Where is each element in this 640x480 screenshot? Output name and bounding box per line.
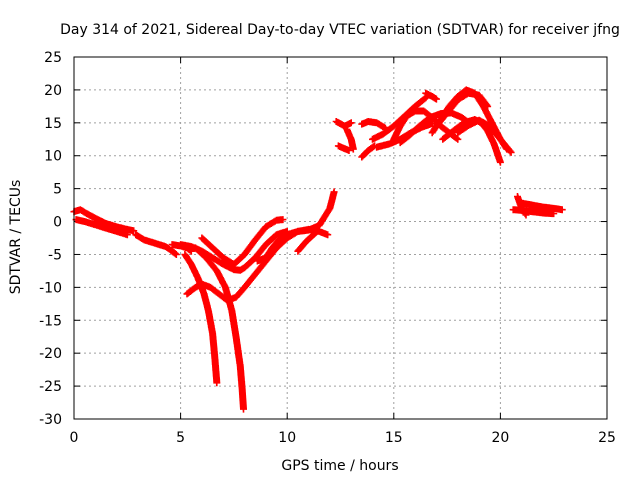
- x-tick-label: 0: [70, 430, 79, 446]
- x-tick-label: 25: [598, 430, 616, 446]
- y-tick-label: -30: [39, 412, 62, 428]
- y-tick-label: 5: [53, 182, 62, 198]
- data-series-arc-11: [294, 227, 321, 255]
- x-tick-labels: 0 5 10 15 20 25: [70, 430, 616, 446]
- y-tick-label: -10: [39, 280, 62, 296]
- y-tick-label: 25: [44, 50, 62, 66]
- y-tick-label: -20: [39, 346, 62, 362]
- y-tick-label: -25: [39, 379, 62, 395]
- y-tick-label: -15: [39, 313, 62, 329]
- data-series-arc-2: [72, 216, 131, 239]
- data-series-arc-14: [343, 125, 357, 153]
- y-tick-label: 0: [53, 215, 62, 231]
- grid-lines: [74, 57, 607, 419]
- y-tick-labels: -30 -25 -20 -15 -10 -5 0 5 10 15 20 25: [39, 50, 62, 428]
- data-series-arc-25: [454, 116, 515, 156]
- y-tick-label: 10: [44, 149, 62, 165]
- x-axis-label: GPS time / hours: [281, 458, 398, 474]
- data-series-arc-7: [181, 251, 221, 387]
- x-tick-label: 10: [278, 430, 296, 446]
- data-series-arc-16: [358, 118, 389, 132]
- y-tick-label: -5: [48, 247, 62, 263]
- chart-title: Day 314 of 2021, Sidereal Day-to-day VTE…: [60, 22, 620, 38]
- plot-frame: [73, 56, 608, 420]
- x-tick-label: 20: [491, 430, 509, 446]
- data-series-arc-21: [422, 89, 440, 103]
- data-series-arc-9: [198, 216, 287, 268]
- y-tick-label: 20: [44, 83, 62, 99]
- data-points: [70, 86, 566, 413]
- y-axis-label: SDTVAR / TECUs: [8, 180, 24, 295]
- data-series-arc-23: [432, 89, 492, 130]
- data-series-arc-13: [334, 142, 353, 154]
- axis-ticks: [73, 56, 608, 420]
- data-series-arc-28: [509, 206, 558, 218]
- x-tick-label: 15: [385, 430, 403, 446]
- data-series-arc-27: [518, 199, 566, 214]
- y-tick-label: 15: [44, 116, 62, 132]
- data-series-arc-10: [253, 188, 338, 265]
- x-tick-label: 5: [176, 430, 185, 446]
- data-series-arc-15: [358, 142, 379, 161]
- data-series-arc-3: [132, 231, 180, 258]
- data-series-arc-8: [192, 244, 247, 413]
- data-series-arc-12: [332, 118, 355, 130]
